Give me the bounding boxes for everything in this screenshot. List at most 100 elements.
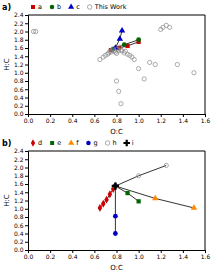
panel: 0.00.20.40.60.81.01.21.41.60.00.20.40.60… [2,3,210,136]
y-tick-label: 2.2 [14,20,24,27]
point [34,29,38,33]
frame-top [28,151,205,152]
point [136,37,141,42]
y-tick-mark [25,217,28,218]
y-axis-line [25,16,29,115]
legend-item: c [68,3,80,11]
legend-item: a [31,3,42,11]
y-tick-mark [25,65,28,66]
legend-label: g [93,139,97,147]
x-tick: 0.8 [112,114,122,124]
x-tick-label: 1.2 [156,117,166,124]
y-tick-mark [25,176,28,177]
y-tick-label: 0.8 [14,213,24,220]
y-tick-mark [25,234,28,235]
x-tick: 1.6 [201,250,211,260]
y-tick: 0.2 [14,238,28,245]
x-tick-label: 1.0 [134,253,144,260]
y-tick: 1.4 [14,53,28,60]
x-tick: 1.4 [179,114,189,124]
y-tick-label: 0.0 [14,246,24,253]
x-tick-label: 0.4 [68,253,78,260]
y-tick-mark [25,98,28,99]
point [114,79,118,83]
point [167,25,171,29]
y-tick-mark [25,201,28,202]
y-tick: 0.0 [14,110,28,117]
x-tick: 1.0 [134,250,144,260]
point [148,60,152,64]
point [137,174,141,178]
y-tick-mark [25,114,28,115]
legend-item: This Work [87,3,126,11]
y-tick: 2.4 [14,11,28,18]
y-tick-mark [25,40,28,41]
y-tick-label: 0.0 [14,110,24,117]
y-tick-label: 0.4 [14,230,24,237]
point [123,49,127,53]
legend-item: d [31,139,42,147]
y-tick: 1.2 [14,61,28,68]
y-tick: 1.8 [14,36,28,43]
y-tick: 0.8 [14,77,28,84]
y-tick-mark [25,242,28,243]
x-tick: 1.4 [179,250,189,260]
plot-area [98,163,198,236]
y-tick-label: 0.4 [14,94,24,101]
point [108,190,113,198]
x-tick-label: 0.6 [90,253,100,260]
x-tick: 0.2 [46,250,56,260]
legend-item: i [123,139,133,147]
y-tick-label: 2.0 [14,28,24,35]
y-tick-label: 0.8 [14,77,24,84]
y-tick-mark [25,73,28,74]
series-line [115,186,194,208]
y-tick-label: 2.2 [14,156,24,163]
y-tick-mark [25,106,28,107]
point [153,62,157,66]
legend: defghi [31,139,134,147]
point [191,204,197,210]
y-tick: 1.6 [14,180,28,187]
point [101,200,106,208]
legend-label: a [38,3,42,11]
legend-symbol [105,141,110,146]
x-tick: 0.0 [24,114,34,124]
legend-label: b [57,3,61,11]
legend-label: This Work [94,3,127,11]
y-tick-label: 1.6 [14,44,24,51]
y-tick-mark [25,151,28,152]
y-tick: 0.6 [14,222,28,229]
y-tick-label: 1.8 [14,172,24,179]
x-axis: 0.0 0.2 0.4 0.6 0.8 1.0 1.2 1.4 1.6 [24,250,211,260]
y-tick: 2.2 [14,156,28,163]
y-tick-label: 1.2 [14,197,24,204]
y-tick-label: 1.0 [14,69,24,76]
x-tick: 0.8 [112,250,122,260]
x-tick-label: 1.6 [201,253,211,260]
y-tick: 2.4 [14,147,28,154]
point [113,214,118,219]
y-tick-label: 1.4 [14,189,24,196]
x-tick: 0.6 [90,250,100,260]
point [142,77,146,81]
y-axis: 0.00.20.40.60.81.01.21.41.61.82.02.22.4 [14,11,29,117]
point [164,163,168,167]
y-tick-mark [25,89,28,90]
y-tick: 1.4 [14,189,28,196]
point [117,35,123,41]
x-tick: 1.2 [156,250,166,260]
y-tick-mark [25,81,28,82]
y-tick-mark [25,168,28,169]
y-axis-title: H:C [3,194,11,207]
panel-title: b) [2,139,11,148]
y-tick-label: 1.2 [14,61,24,68]
y-tick-label: 0.6 [14,222,24,229]
panel: 0.00.20.40.60.81.01.21.41.60.00.20.40.60… [2,139,210,272]
legend-item: b [50,3,61,11]
x-tick-label: 0.4 [68,117,78,124]
y-tick-mark [25,159,28,160]
y-tick-label: 0.2 [14,238,24,245]
x-tick: 0.0 [24,250,34,260]
x-tick: 0.4 [68,250,78,260]
